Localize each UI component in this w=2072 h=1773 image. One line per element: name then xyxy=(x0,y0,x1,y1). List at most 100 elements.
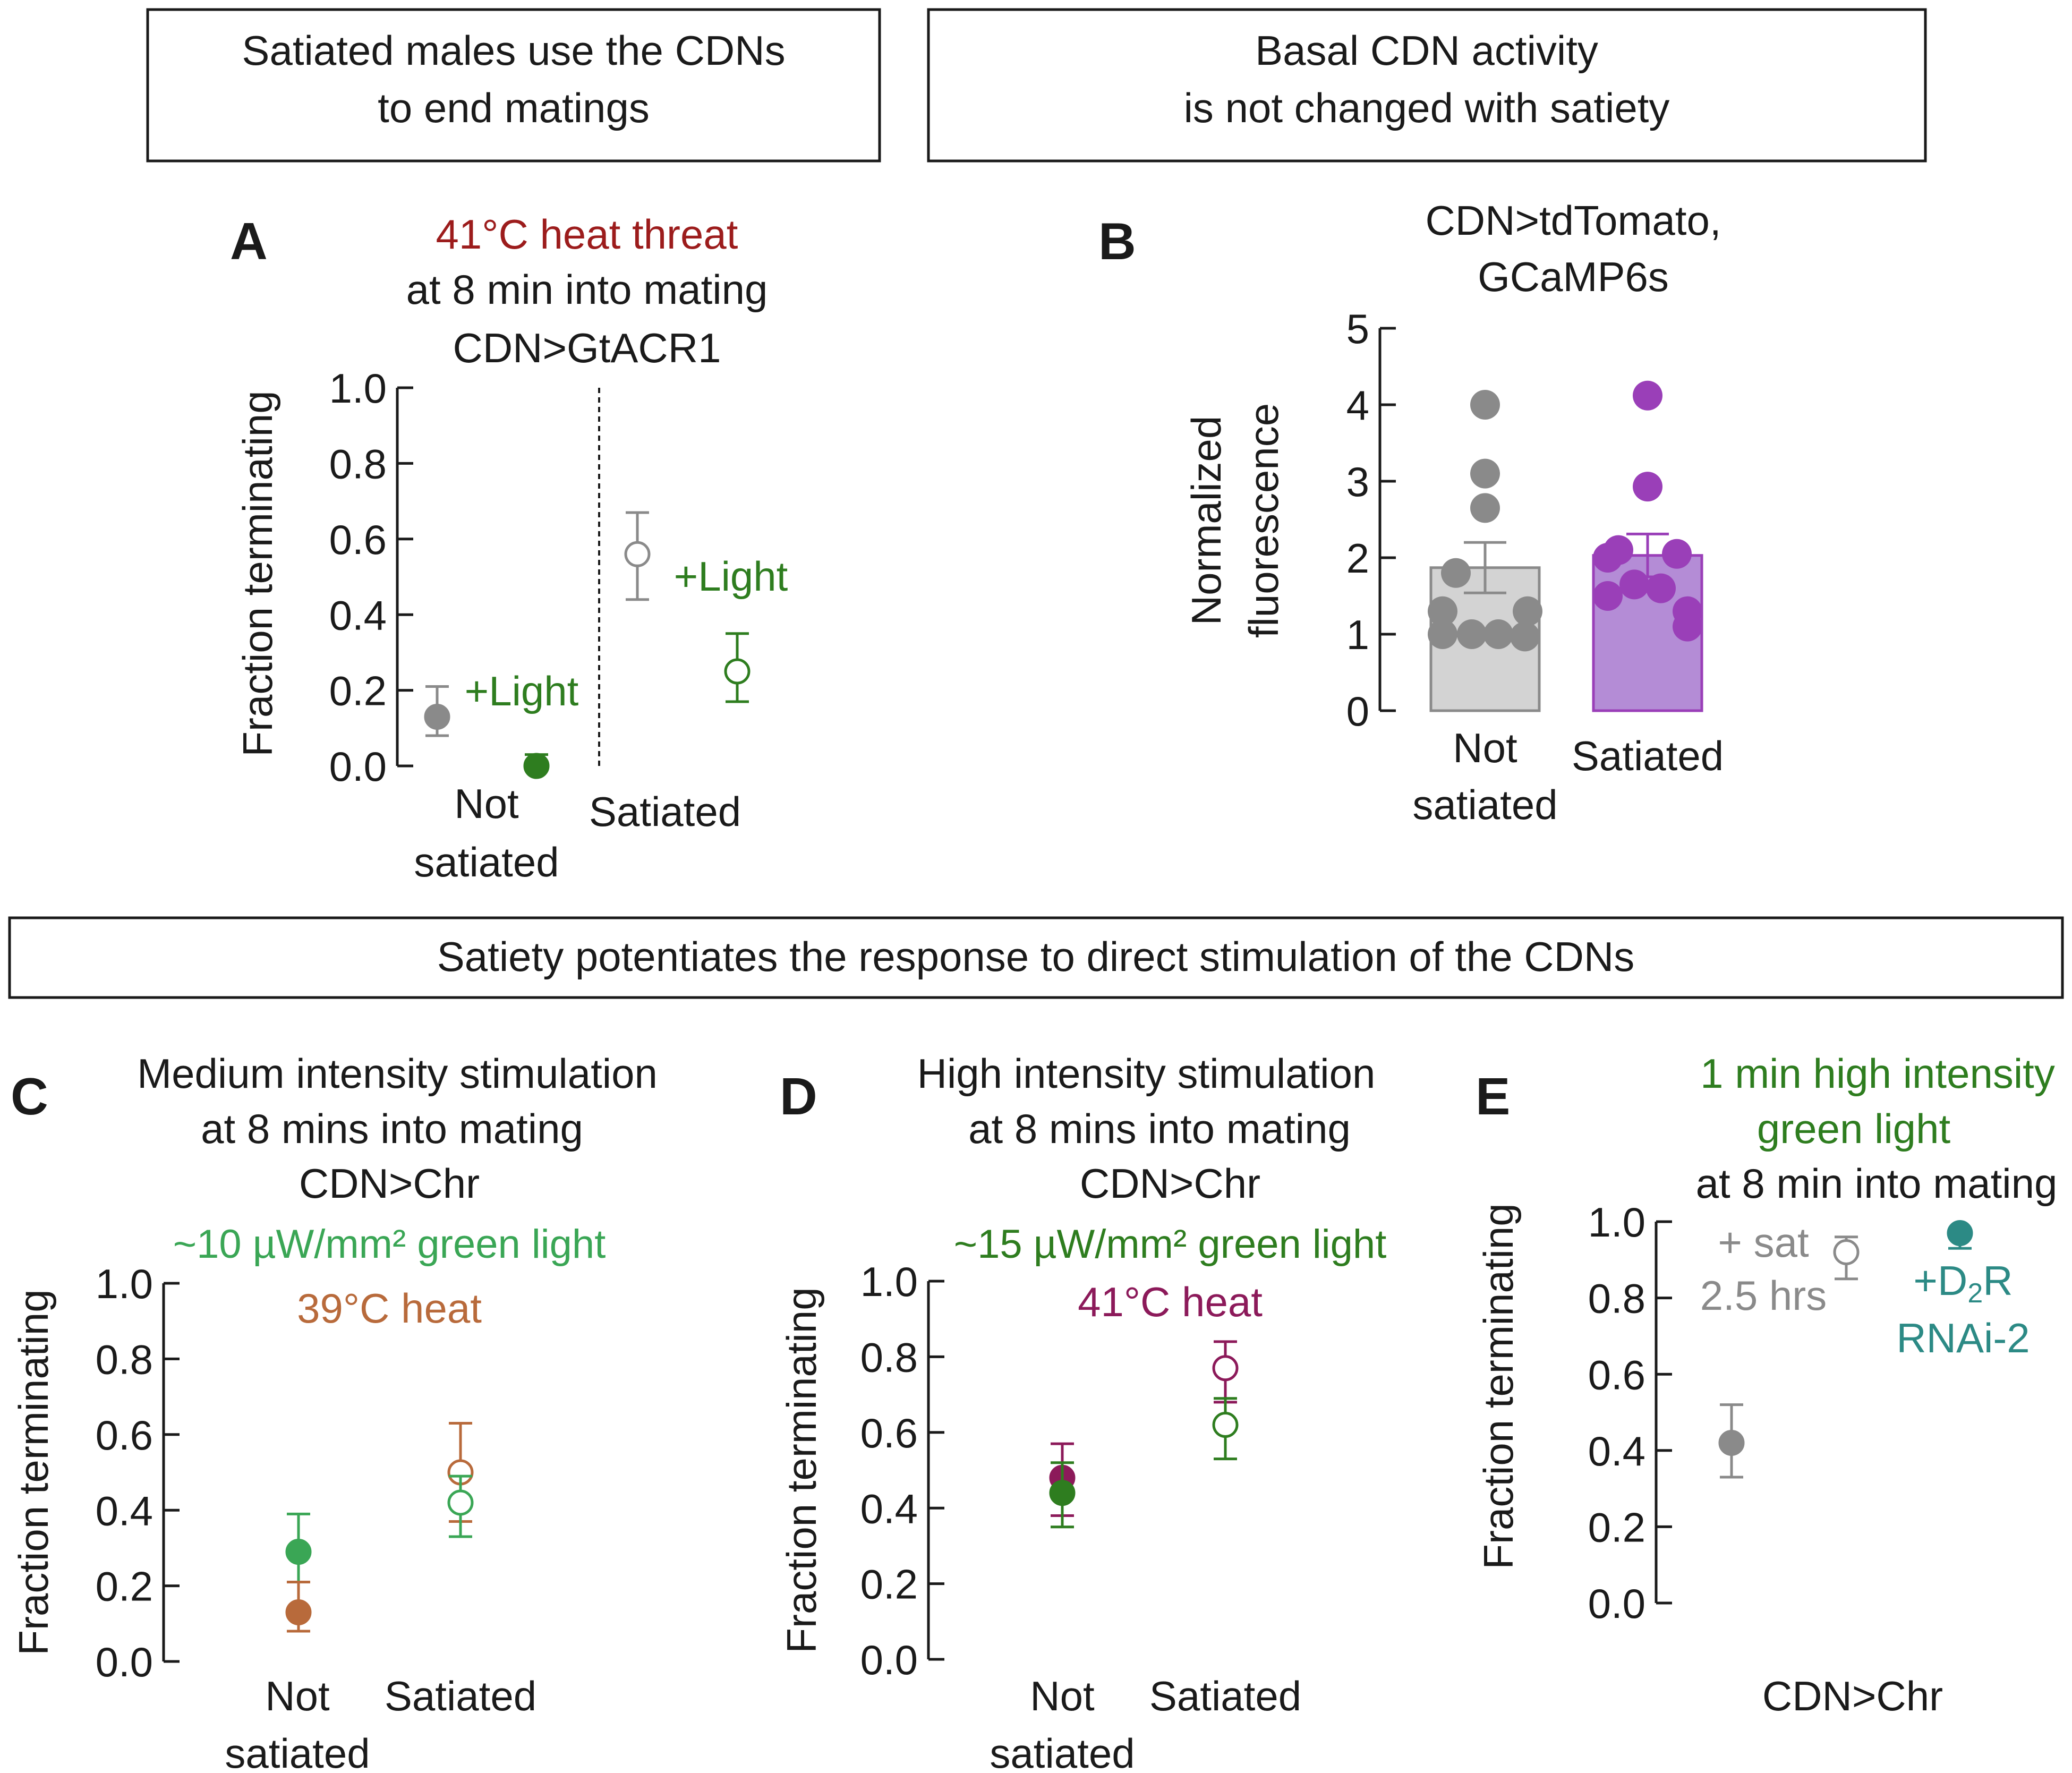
header-box-3: Satiety potentiates the response to dire… xyxy=(8,916,2064,999)
panel-c-ylabel: Fraction terminating xyxy=(10,1289,57,1655)
panel-c-title-line-1: Medium intensity stimulation xyxy=(137,1050,658,1097)
y-tick-label: 0.4 xyxy=(1588,1428,1645,1474)
panel-d-points xyxy=(1049,1340,1239,1529)
y-tick-label: 0.6 xyxy=(1588,1351,1645,1398)
panel-c-legend-line-2: 39°C heat xyxy=(297,1285,482,1332)
y-tick-label: 1.0 xyxy=(329,365,387,412)
y-tick-label: 5 xyxy=(1346,305,1369,352)
data-point xyxy=(1428,596,1457,626)
data-point xyxy=(724,658,751,685)
data-point xyxy=(1049,1480,1076,1506)
data-point xyxy=(1646,573,1676,603)
data-point xyxy=(1212,1355,1239,1382)
y-tick-label: 0.2 xyxy=(329,668,387,714)
panel-e-rnai-subscript: 2 xyxy=(1967,1278,1983,1309)
panel-c-xtick-satiated: Satiated xyxy=(385,1673,536,1719)
panel-e-title-line-3: at 8 min into mating xyxy=(1696,1160,2058,1207)
panel-d-legend-line-2: 41°C heat xyxy=(1078,1278,1263,1325)
y-tick-label: 0 xyxy=(1346,688,1369,735)
y-tick-label: 0.6 xyxy=(860,1410,918,1456)
data-point xyxy=(1633,380,1662,411)
data-point xyxy=(1593,543,1623,573)
y-tick-label: 0.8 xyxy=(860,1334,918,1380)
data-point xyxy=(285,1599,312,1625)
data-point xyxy=(1947,1220,1973,1247)
data-point xyxy=(1593,581,1623,611)
data-point xyxy=(1662,539,1692,569)
header-box-2: Basal CDN activity is not changed with s… xyxy=(927,8,1927,163)
y-tick-label: 0.0 xyxy=(96,1639,153,1685)
panel-d-title-line-1: High intensity stimulation xyxy=(917,1050,1376,1097)
panel-b-y-axis: 0 1 2 3 4 5 xyxy=(1346,305,1396,735)
panel-e-annotation-rnai-line-1: +D2R xyxy=(1913,1257,2013,1309)
data-point xyxy=(1510,621,1540,652)
panel-letter-c: C xyxy=(11,1067,48,1126)
panel-b-xtick-satiated-word: satiated xyxy=(1412,781,1557,828)
data-point xyxy=(1428,619,1457,649)
data-point xyxy=(1470,390,1500,420)
panel-d: High intensity stimulation at 8 mins int… xyxy=(778,1050,1386,1773)
data-point xyxy=(1457,619,1487,649)
y-tick-label: 0.2 xyxy=(860,1561,918,1608)
data-point xyxy=(1633,472,1662,502)
panel-e-title-line-1: 1 min high intensity xyxy=(1700,1050,2055,1097)
header-box-2-line-1: Basal CDN activity xyxy=(1255,27,1598,74)
panel-letter-d: D xyxy=(780,1067,817,1126)
panel-letter-b: B xyxy=(1098,212,1136,270)
y-tick-label: 0.0 xyxy=(329,743,387,790)
panel-c-legend-line-1: ~10 µW/mm² green light xyxy=(173,1222,606,1267)
panel-d-legend-line-1: ~15 µW/mm² green light xyxy=(954,1222,1387,1267)
data-point xyxy=(523,753,550,779)
panel-a: 41°C heat threat at 8 min into mating CD… xyxy=(234,211,788,885)
header-box-2-line-2: is not changed with satiety xyxy=(1184,84,1670,131)
data-point xyxy=(1483,619,1513,649)
y-tick-label: 0.4 xyxy=(329,592,387,638)
y-tick-label: 0.8 xyxy=(1588,1275,1645,1322)
panel-c-title-line-2: at 8 mins into mating xyxy=(201,1105,583,1152)
panel-a-points xyxy=(424,511,751,779)
panel-e-ylabel: Fraction terminating xyxy=(1475,1203,1522,1569)
header-box-1: Satiated males use the CDNs to end matin… xyxy=(146,8,881,163)
data-point xyxy=(624,541,651,567)
data-point xyxy=(1833,1239,1860,1265)
header-box-1-line-2: to end matings xyxy=(378,84,650,131)
panel-b-title-line-1: CDN>tdTomato, xyxy=(1425,197,1721,244)
panel-c-xtick-not: Not xyxy=(265,1673,330,1719)
panel-b-title-line-2: GCaMP6s xyxy=(1478,253,1669,300)
panel-c-points xyxy=(285,1421,474,1633)
panel-c-xtick-satiated-word: satiated xyxy=(225,1730,370,1773)
header-box-1-line-1: Satiated males use the CDNs xyxy=(242,27,785,74)
panel-b-bars xyxy=(1428,380,1703,712)
panel-letter-a: A xyxy=(230,212,268,270)
panel-c-y-axis: 0.0 0.2 0.4 0.6 0.8 1.0 xyxy=(96,1260,180,1685)
y-tick-label: 1.0 xyxy=(96,1260,153,1307)
y-tick-label: 3 xyxy=(1346,458,1369,505)
panel-a-xtick-satiated-word: satiated xyxy=(414,839,559,885)
panel-a-annotation-light-1: +Light xyxy=(465,668,579,714)
y-tick-label: 0.4 xyxy=(96,1487,153,1534)
data-point xyxy=(1470,493,1500,523)
y-tick-label: 0.0 xyxy=(1588,1580,1645,1627)
y-tick-label: 0.6 xyxy=(96,1412,153,1459)
y-tick-label: 2 xyxy=(1346,535,1369,582)
panel-d-y-axis: 0.0 0.2 0.4 0.6 0.8 1.0 xyxy=(860,1258,944,1683)
panel-c-title-line-3: CDN>Chr xyxy=(299,1160,480,1207)
panel-b-ylabel-line-2: fluorescence xyxy=(1240,403,1287,638)
panel-e-annotation-rnai-line-2: RNAi-2 xyxy=(1896,1315,2030,1361)
panel-d-xtick-satiated-word: satiated xyxy=(990,1730,1135,1773)
y-tick-label: 1.0 xyxy=(860,1258,918,1305)
data-point xyxy=(1212,1412,1239,1438)
y-tick-label: 0.2 xyxy=(1588,1504,1645,1550)
data-point xyxy=(1513,596,1542,626)
panel-d-xtick-satiated: Satiated xyxy=(1149,1673,1301,1719)
panel-b-xtick-satiated: Satiated xyxy=(1572,732,1724,779)
panel-a-annotation-light-2: +Light xyxy=(674,553,788,600)
panel-letter-e: E xyxy=(1476,1067,1510,1126)
panel-a-xtick-satiated: Satiated xyxy=(589,788,741,835)
panel-b-ylabel-line-1: Normalized xyxy=(1183,416,1230,625)
panel-a-title-line-1: 41°C heat threat xyxy=(436,211,738,258)
data-point xyxy=(1470,458,1500,489)
panel-a-y-axis: 0.0 0.2 0.4 0.6 0.8 1.0 xyxy=(329,365,413,790)
y-tick-label: 0.6 xyxy=(329,516,387,563)
